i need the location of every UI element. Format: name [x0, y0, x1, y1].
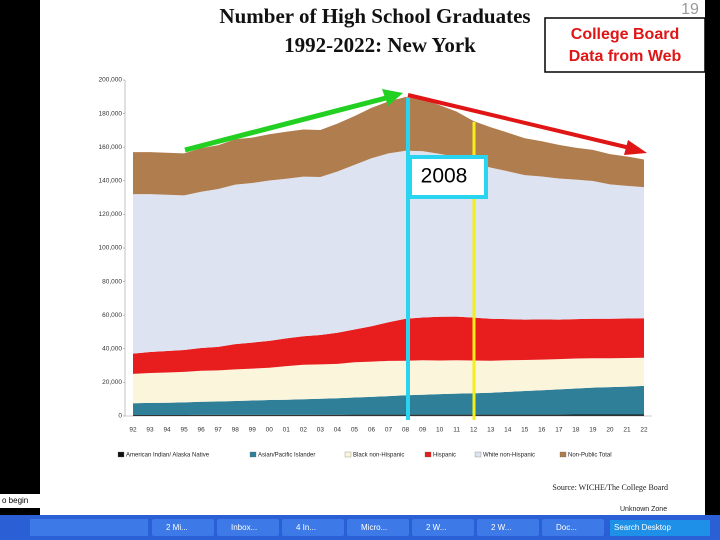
y-tick-label: 200,000	[99, 77, 123, 84]
area	[133, 357, 644, 404]
x-tick-label: 12	[470, 427, 478, 434]
x-tick-label: 05	[351, 427, 359, 434]
area	[133, 316, 644, 374]
start-label: o begin	[2, 496, 28, 505]
x-tick-label: 00	[266, 427, 274, 434]
x-tick-label: 14	[504, 427, 512, 434]
x-tick-label: 94	[163, 427, 171, 434]
y-tick-label: 80,000	[102, 278, 122, 285]
search-label: Search Desktop	[614, 523, 671, 532]
x-tick-label: 09	[419, 427, 427, 434]
x-tick-label: 93	[146, 427, 154, 434]
legend-label: American Indian/ Alaska Native	[126, 453, 210, 459]
y-tick-label: 100,000	[99, 245, 123, 252]
task-button[interactable]	[477, 519, 539, 536]
task-label: 2 Mi...	[166, 523, 188, 532]
x-tick-label: 99	[249, 427, 257, 434]
x-tick-label: 03	[317, 427, 325, 434]
legend-swatch	[117, 451, 125, 458]
task-label: Doc...	[556, 523, 577, 532]
arrow	[407, 93, 631, 150]
legend-label: Black non-Hispanic	[353, 453, 404, 459]
y-tick-label: 20,000	[102, 379, 122, 386]
annotation-text: College Board	[571, 26, 679, 43]
area	[133, 414, 644, 416]
y-tick-label: 180,000	[99, 110, 123, 117]
legend-swatch	[424, 451, 432, 458]
arrow-head	[624, 140, 647, 155]
task-label: 4 In...	[296, 523, 316, 532]
x-tick-label: 08	[402, 427, 410, 434]
y-tick-label: 140,000	[99, 178, 123, 185]
y-tick-label: 60,000	[102, 312, 122, 319]
year-label: 2008	[421, 165, 468, 188]
x-tick-label: 10	[436, 427, 444, 434]
y-tick-label: 120,000	[99, 211, 123, 218]
legend-swatch	[559, 451, 567, 458]
task-button[interactable]	[282, 519, 344, 536]
task-button[interactable]	[152, 519, 214, 536]
area	[133, 150, 644, 354]
x-tick-label: 06	[368, 427, 376, 434]
task-button[interactable]	[217, 519, 279, 536]
x-tick-label: 98	[232, 427, 240, 434]
x-tick-label: 22	[640, 427, 648, 434]
legend-label: White non-Hispanic	[483, 453, 535, 459]
task-button[interactable]	[542, 519, 604, 536]
x-tick-label: 02	[300, 427, 308, 434]
zone-label: Unknown Zone	[620, 506, 667, 513]
y-tick-label: 160,000	[99, 144, 123, 151]
chart-subtitle: 1992-2022: New York	[284, 33, 476, 57]
annotation-box	[544, 17, 706, 73]
legend-swatch	[249, 451, 257, 458]
task-label: Inbox...	[231, 523, 257, 532]
source: Source: WICHE/The College Board	[552, 483, 668, 492]
x-tick-label: 96	[198, 427, 206, 434]
slide-number: 19	[681, 1, 699, 18]
x-tick-label: 11	[453, 427, 460, 434]
legend-swatch	[474, 451, 482, 458]
x-tick-label: 16	[538, 427, 546, 434]
task-label: 2 W...	[426, 523, 446, 532]
year-box	[408, 155, 488, 199]
x-tick-label: 20	[606, 427, 614, 434]
tray	[610, 520, 710, 536]
arrow-head	[382, 89, 403, 106]
taskbar: o begin 2 Mi... Inbox... 4 In... Micro... 2 …	[0, 494, 720, 540]
x-tick-label: 15	[521, 427, 529, 434]
x-tick-label: 21	[623, 427, 631, 434]
x-tick-label: 92	[129, 427, 137, 434]
quick-launch[interactable]	[30, 519, 148, 536]
task-label: Micro...	[361, 523, 387, 532]
x-tick-label: 18	[572, 427, 580, 434]
y-tick-label: 40,000	[102, 346, 122, 353]
x-tick-label: 01	[283, 427, 291, 434]
x-tick-label: 97	[215, 427, 223, 434]
task-label: 2 W...	[491, 523, 511, 532]
annotation-text: Data from Web	[569, 48, 682, 65]
y-tick-label: 0	[118, 413, 122, 420]
x-tick-label: 07	[385, 427, 393, 434]
task-button[interactable]	[347, 519, 409, 536]
area	[133, 97, 644, 196]
x-tick-label: 13	[487, 427, 495, 434]
chart-title: Number of High School Graduates	[219, 4, 530, 28]
x-tick-label: 19	[589, 427, 597, 434]
legend-swatch	[344, 451, 352, 458]
chart: 0 20,000 40,000 60,000 80,000 100,000 120,000 1…	[99, 77, 652, 459]
arrow	[184, 95, 387, 153]
x-tick-label: 04	[334, 427, 342, 434]
x-tick-label: 17	[555, 427, 563, 434]
legend-label: Non-Public Total	[568, 453, 612, 459]
task-button[interactable]	[412, 519, 474, 536]
legend-label: Hispanic	[433, 453, 456, 459]
area	[133, 385, 644, 415]
legend-label: Asian/Pacific Islander	[258, 453, 315, 459]
start-tab[interactable]	[0, 494, 40, 508]
overlay: 2008	[184, 89, 647, 420]
x-tick-label: 95	[180, 427, 188, 434]
